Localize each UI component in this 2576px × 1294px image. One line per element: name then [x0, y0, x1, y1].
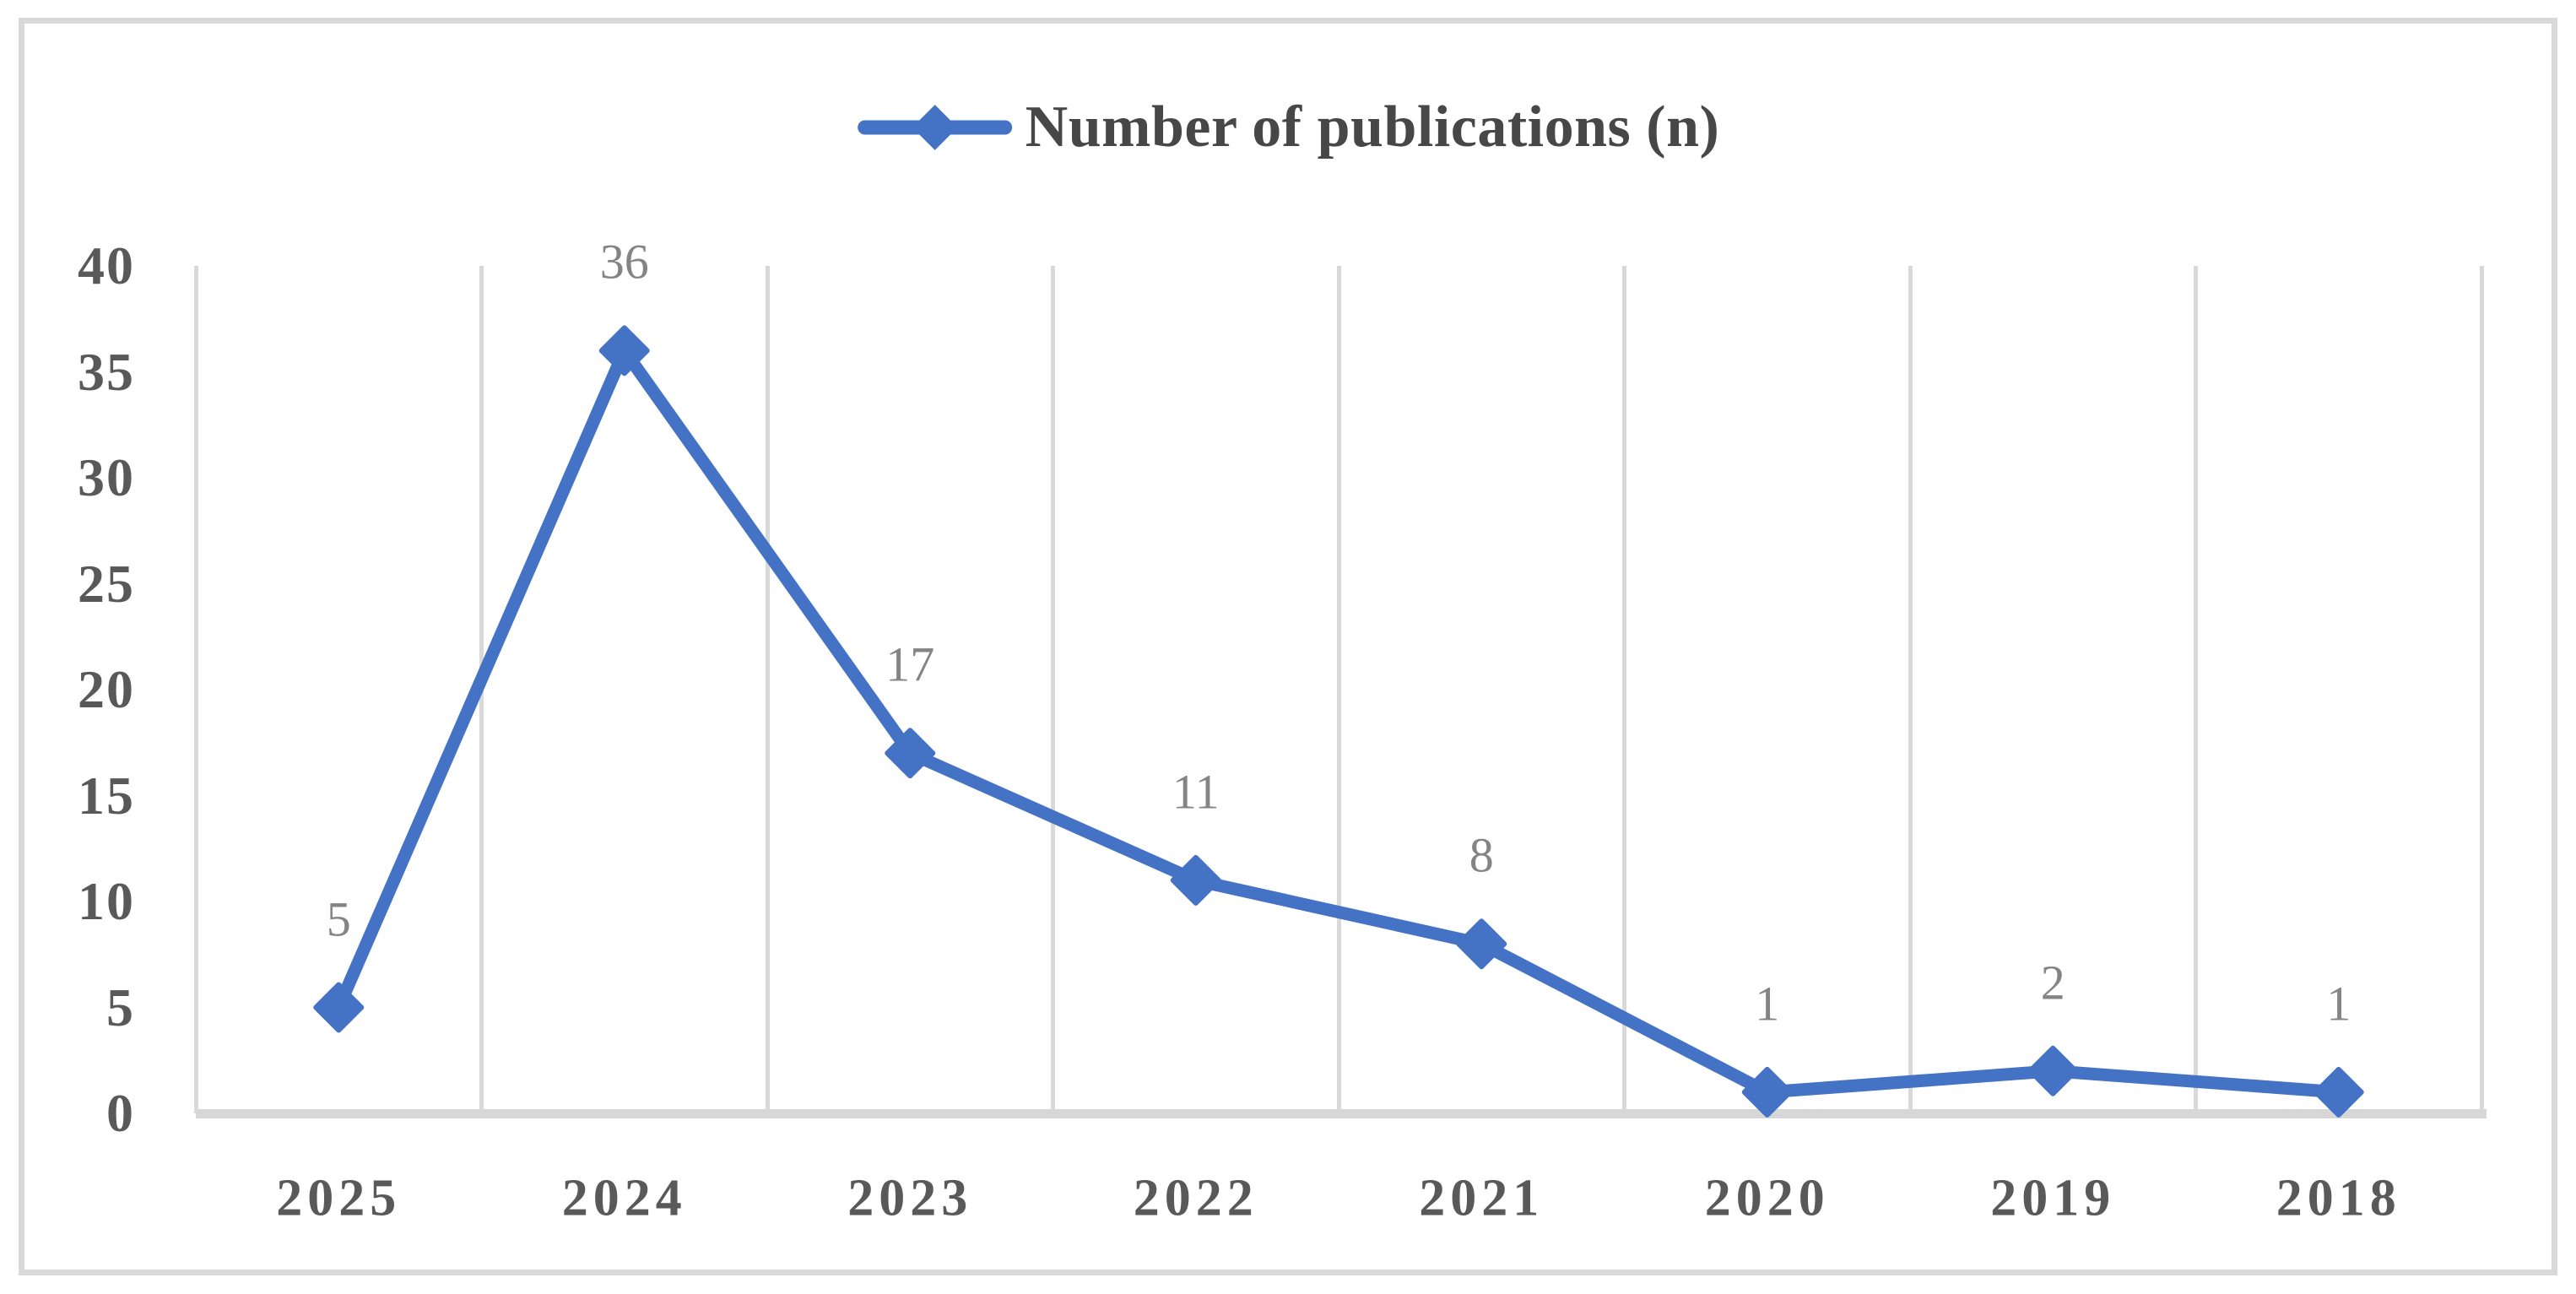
- data-point-marker: [598, 325, 650, 376]
- x-axis-tick-label: 2021: [1419, 1169, 1545, 1227]
- data-label: 8: [1469, 827, 1494, 883]
- data-label: 5: [326, 891, 351, 946]
- y-axis-tick-label: 35: [78, 341, 135, 402]
- x-axis-tick-label: 2024: [561, 1169, 687, 1227]
- x-axis-line: [196, 1109, 2487, 1118]
- vertical-gridline: [2194, 266, 2198, 1113]
- y-axis-tick-label: 5: [106, 977, 135, 1037]
- data-label: 11: [1172, 764, 1220, 820]
- data-label: 2: [2040, 955, 2065, 1010]
- x-axis-tick-label: 2018: [2276, 1169, 2401, 1227]
- data-point-marker: [885, 728, 936, 779]
- x-axis-tick-label: 2020: [1704, 1169, 1830, 1227]
- x-axis-tick-label: 2022: [1133, 1169, 1258, 1227]
- vertical-gridline: [1908, 266, 1913, 1113]
- data-point-marker: [1741, 1066, 1793, 1118]
- vertical-gridline: [2479, 266, 2484, 1113]
- data-point-marker: [1170, 854, 1221, 906]
- data-point-marker: [1456, 918, 1507, 970]
- series-line: [332, 344, 2346, 1099]
- x-axis-tick-label: 2019: [1990, 1169, 2116, 1227]
- vertical-gridline: [765, 266, 770, 1113]
- vertical-gridline: [193, 266, 198, 1113]
- data-label: 1: [2326, 976, 2351, 1031]
- data-label: 36: [599, 234, 649, 290]
- y-axis-tick-label: 40: [78, 236, 135, 295]
- vertical-gridline: [1622, 266, 1626, 1113]
- data-point-marker: [313, 982, 365, 1033]
- data-label: 1: [1755, 976, 1780, 1031]
- data-label: 17: [885, 636, 935, 692]
- legend: Number of publications (n): [857, 89, 1720, 166]
- y-axis-tick-label: 10: [78, 871, 135, 931]
- x-axis-tick-label: 2023: [847, 1169, 973, 1227]
- vertical-gridline: [1336, 266, 1341, 1113]
- x-axis-tick-label: 2025: [276, 1169, 402, 1227]
- vertical-gridline: [1051, 266, 1055, 1113]
- data-point-marker: [2027, 1045, 2079, 1096]
- data-point-marker: [2313, 1066, 2364, 1118]
- y-axis-tick-label: 30: [78, 447, 135, 507]
- y-axis-tick-label: 25: [78, 553, 135, 614]
- y-axis-tick-label: 15: [78, 765, 135, 826]
- legend-line-diamond-icon: [858, 105, 1013, 150]
- y-axis-tick-label: 20: [78, 659, 135, 719]
- y-axis-tick-label: 0: [106, 1083, 135, 1143]
- legend-label: Number of publications (n): [1025, 95, 1720, 160]
